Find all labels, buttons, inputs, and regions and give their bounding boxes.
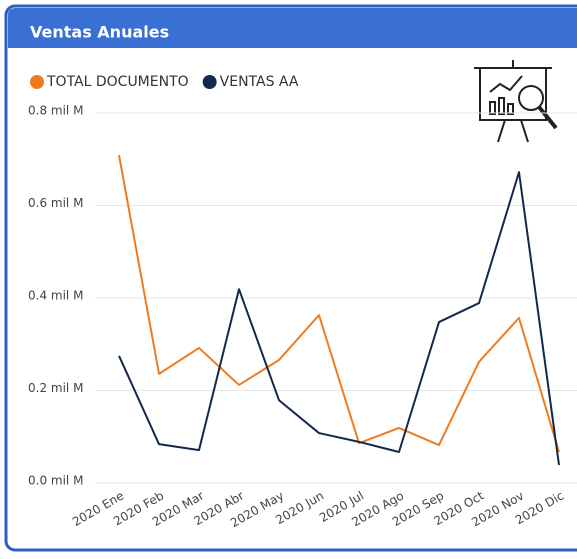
series-line bbox=[118, 171, 560, 466]
y-tick-label: 0.6 mil M bbox=[28, 196, 83, 210]
y-tick-label: 0.2 mil M bbox=[28, 381, 83, 395]
y-tick-label: 0.8 mil M bbox=[28, 104, 83, 118]
header-bar bbox=[8, 8, 577, 48]
y-tick-label: 0.0 mil M bbox=[28, 474, 83, 488]
legend-label: TOTAL DOCUMENTO bbox=[46, 74, 189, 90]
legend-marker bbox=[202, 75, 217, 89]
y-tick-label: 0.4 mil M bbox=[28, 289, 83, 303]
legend-label: VENTAS AA bbox=[220, 74, 299, 90]
card bbox=[4, 4, 577, 552]
series-line bbox=[118, 154, 560, 453]
chart-title: Ventas Anuales bbox=[30, 23, 169, 42]
chart-icon bbox=[474, 60, 558, 143]
legend-marker bbox=[30, 75, 44, 89]
